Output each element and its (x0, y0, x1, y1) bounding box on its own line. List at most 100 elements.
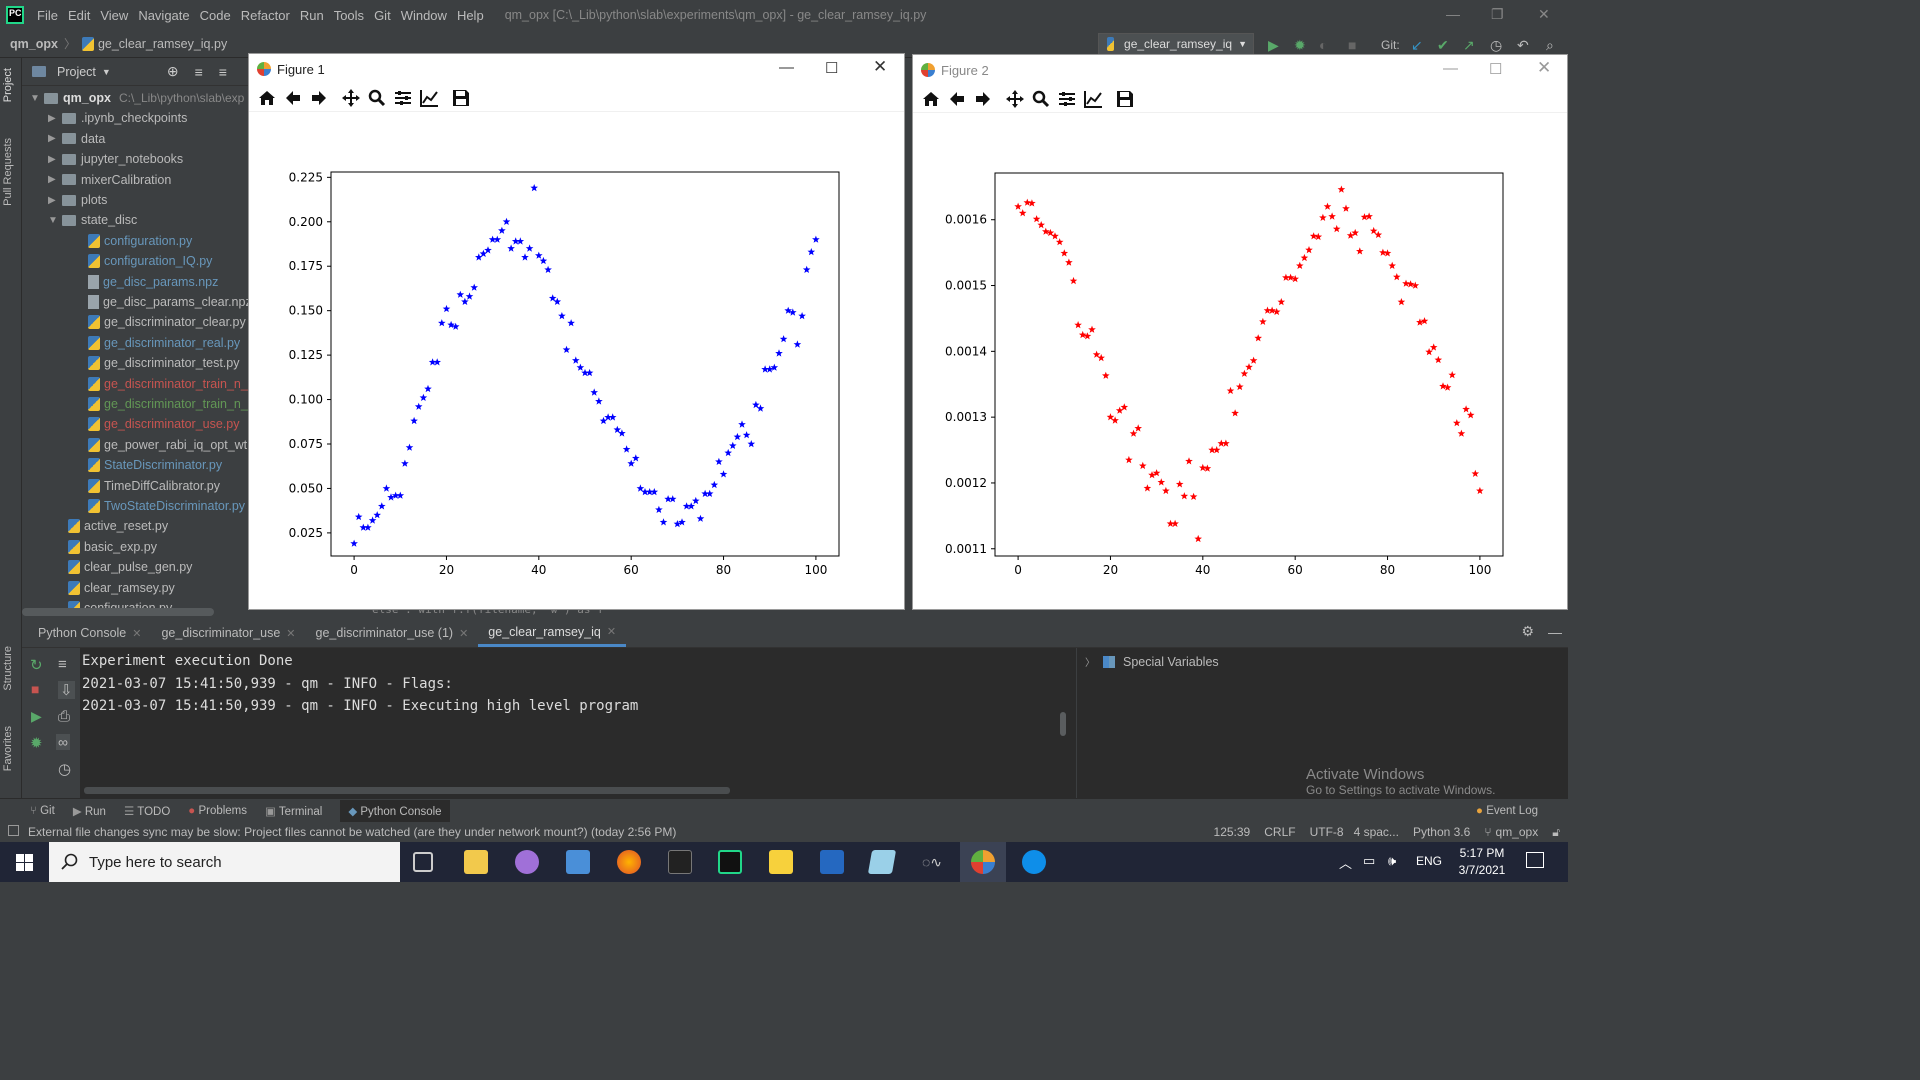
tree-file[interactable]: clear_ramsey.py (68, 578, 175, 598)
edit-axis-icon[interactable] (1083, 89, 1103, 109)
restore-icon[interactable]: ❐ (1491, 6, 1504, 22)
configure-subplots-icon[interactable] (393, 88, 413, 108)
menu-tools[interactable]: Tools (333, 7, 365, 23)
rollback-icon[interactable]: ↶ (1517, 37, 1529, 53)
minimize-icon[interactable]: — (779, 59, 794, 76)
close-tab-icon[interactable]: ✕ (606, 626, 617, 638)
breadcrumb-project[interactable]: qm_opx (10, 36, 58, 51)
qm-app-icon[interactable]: ◌∿ (921, 854, 943, 870)
task-view-icon[interactable] (413, 852, 433, 872)
history-icon[interactable]: ◷ (58, 761, 72, 778)
console-output[interactable]: Experiment execution Done 2021-03-07 15:… (82, 650, 1070, 795)
tab-ge-clear-ramsey-iq[interactable]: ge_clear_ramsey_iq ✕ (478, 619, 627, 647)
close-tab-icon[interactable]: ✕ (459, 627, 469, 640)
search-icon[interactable]: ⌕ (1546, 37, 1554, 53)
tree-file[interactable]: basic_exp.py (68, 537, 157, 557)
horizontal-scrollbar[interactable] (22, 608, 214, 616)
tool-terminal[interactable]: ▣ Terminal (265, 804, 322, 818)
breadcrumb-file[interactable]: ge_clear_ramsey_iq.py (97, 36, 228, 51)
terminal-app-icon[interactable] (668, 850, 692, 874)
stop-icon[interactable]: ■ (1348, 37, 1357, 53)
soft-wrap-icon[interactable]: ≡ (58, 656, 67, 673)
tree-file[interactable]: configuration_IQ.py (88, 251, 212, 271)
tab-favorites[interactable]: Favorites (2, 726, 14, 772)
status-message[interactable]: External file changes sync may be slow: … (28, 825, 677, 839)
special-variables-row[interactable]: 〉 Special Variables (1085, 654, 1219, 670)
history-icon[interactable]: ◷ (1490, 37, 1503, 53)
git-push-icon[interactable]: ↗ (1463, 37, 1475, 53)
tree-file[interactable]: clear_pulse_gen.py (68, 557, 192, 577)
forward-arrow-icon[interactable] (309, 88, 329, 108)
menu-file[interactable]: File (37, 7, 58, 23)
line-separator[interactable]: CRLF (1264, 825, 1296, 839)
tool-python-console[interactable]: ◆ Python Console (340, 799, 450, 822)
git-commit-icon[interactable]: ✔ (1437, 37, 1449, 53)
tree-file[interactable]: StateDiscriminator.py (88, 455, 222, 475)
volume-icon[interactable]: 🕪︎ (1388, 853, 1397, 868)
maximize-icon[interactable]: ☐ (1489, 61, 1503, 78)
git-update-icon[interactable]: ↙ (1411, 37, 1423, 53)
vertical-scrollbar[interactable] (1060, 712, 1066, 736)
tree-folder[interactable]: ▶ jupyter_notebooks (48, 149, 183, 169)
tool-problems[interactable]: ● Problems (188, 805, 247, 817)
show-variables-icon[interactable]: ∞ (56, 734, 70, 750)
remote-desktop-icon[interactable] (566, 850, 590, 874)
minimize-icon[interactable]: — (1443, 60, 1458, 77)
tree-folder[interactable]: ▶ data (48, 129, 105, 149)
input-language[interactable]: ENG (1416, 854, 1443, 868)
notepad-icon[interactable] (867, 850, 897, 874)
status-toggle-icon[interactable] (8, 825, 19, 836)
print-icon[interactable]: ⎙ (58, 708, 71, 725)
github-desktop-icon[interactable] (515, 850, 539, 874)
tree-folder[interactable]: ▼ state_disc (48, 210, 137, 230)
taskbar-clock[interactable]: 5:17 PM 3/7/2021 (1452, 845, 1512, 879)
tree-file[interactable]: TimeDiffCalibrator.py (88, 476, 220, 496)
tab-structure[interactable]: Structure (2, 646, 14, 691)
locate-icon[interactable]: ⊕ (166, 63, 179, 79)
menu-help[interactable]: Help (456, 7, 484, 23)
figure-2-window[interactable]: Figure 2 — ☐ ✕ 0 20 40 60 80 100 0.0011 0.0012 0… (912, 54, 1568, 610)
windows-start-icon[interactable] (16, 854, 33, 871)
home-icon[interactable] (921, 89, 941, 109)
rerun-icon[interactable]: ↻ (30, 657, 43, 674)
save-icon[interactable] (451, 88, 471, 108)
tree-folder[interactable]: ▶ plots (48, 190, 107, 210)
tree-file[interactable]: ge_discriminator_test.py (88, 353, 239, 373)
notifications-icon[interactable] (1526, 852, 1544, 868)
save-icon[interactable] (1115, 89, 1135, 109)
show-hidden-icons-icon[interactable]: ︿ (1339, 856, 1353, 871)
tab-ge-discriminator-use-1[interactable]: ge_discriminator_use (1) ✕ (306, 619, 479, 647)
home-icon[interactable] (257, 88, 277, 108)
tree-folder[interactable]: ▶ .ipynb_checkpoints (48, 108, 187, 128)
close-icon[interactable]: ✕ (873, 57, 888, 76)
coverage-icon[interactable]: ◐ (1319, 37, 1328, 53)
tab-pull-requests[interactable]: Pull Requests (2, 138, 14, 206)
tree-root[interactable]: ▼ qm_opx C:\_Lib\python\slab\exp (30, 88, 244, 108)
pan-icon[interactable] (341, 88, 361, 108)
taskbar-search-box[interactable]: Type here to search (49, 842, 400, 882)
horizontal-scrollbar[interactable] (84, 787, 730, 794)
tree-file[interactable]: ge_discriminator_train_n_be (88, 374, 262, 394)
tree-file[interactable]: TwoStateDiscriminator.py (88, 496, 245, 516)
tree-file[interactable]: configuration.py (88, 231, 192, 251)
menu-git[interactable]: Git (374, 7, 391, 23)
tree-file[interactable]: active_reset.py (68, 516, 168, 536)
tree-file[interactable]: ge_disc_params.npz (88, 272, 218, 292)
run-icon[interactable]: ▶ (31, 708, 42, 724)
forward-arrow-icon[interactable] (973, 89, 993, 109)
zoom-icon[interactable] (367, 88, 387, 108)
firefox-icon[interactable] (617, 850, 641, 874)
debug-icon[interactable]: ✹ (30, 735, 43, 752)
close-tab-icon[interactable]: ✕ (132, 627, 142, 640)
tree-file[interactable]: ge_discriminator_real.py (88, 333, 240, 353)
debug-icon[interactable]: ✹ (1294, 37, 1306, 53)
scroll-to-end-icon[interactable]: ⇩ (58, 681, 75, 699)
teamviewer-icon[interactable] (1022, 850, 1046, 874)
python-interpreter[interactable]: Python 3.6 (1412, 825, 1471, 839)
lock-icon[interactable]: 🔓︎ (1552, 824, 1560, 839)
matplotlib-taskbar-icon[interactable] (971, 850, 995, 874)
menu-code[interactable]: Code (199, 7, 231, 23)
run-icon[interactable]: ▶ (1268, 37, 1279, 53)
file-explorer-icon[interactable] (464, 850, 488, 874)
close-tab-icon[interactable]: ✕ (286, 627, 296, 640)
